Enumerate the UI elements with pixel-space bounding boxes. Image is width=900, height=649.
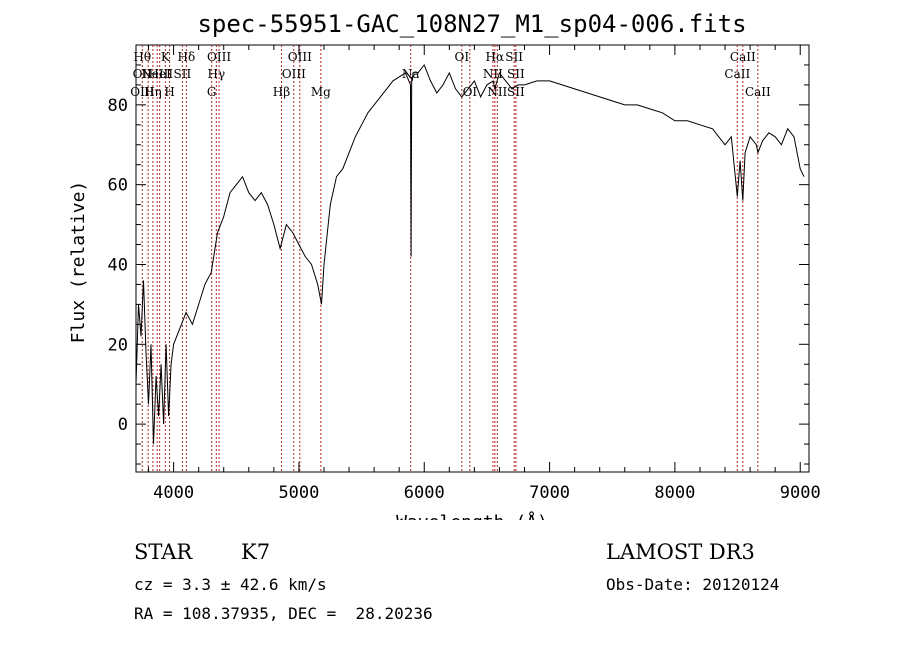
spectral-line-label-0-top: Hθ	[133, 50, 151, 64]
spectral-line-label-16-mid: Na	[402, 67, 420, 81]
spectral-line-label-4-mid: HeI	[149, 67, 172, 81]
y-tick-label-60: 60	[108, 176, 128, 196]
chart-title: spec-55951-GAC_108N27_M1_sp04-006.fits	[197, 10, 746, 38]
spectral-line-label-17-top: OI	[455, 50, 470, 64]
spectral-line-label-10-mid: Hγ	[208, 67, 226, 81]
x-tick-label-9000: 9000	[780, 483, 821, 503]
spectral-line-label-20-top: Hα	[486, 50, 505, 64]
spectral-line-labels: HθOIIOIIIHηNeIIIHeIKHSIIHδGHγOIIIHβOIIIO…	[130, 50, 771, 99]
y-tick-label-40: 40	[108, 255, 128, 275]
spectral-line-label-0-low: OIII	[130, 85, 154, 99]
spectral-line-label-22-top: SII	[505, 50, 523, 64]
spectral-line-label-2-low: Hη	[144, 85, 162, 99]
spectrum-chart: spec-55951-GAC_108N27_M1_sp04-006.fits H…	[68, 10, 821, 520]
spectral-line-markers	[141, 45, 759, 472]
spectral-line-label-9-low: G	[207, 85, 217, 99]
spectral-line-label-0-mid: OII	[133, 67, 153, 81]
redshift-velocity: cz = 3.3 ± 42.6 km/s	[134, 575, 327, 594]
spectral-line-label-7-mid: SII	[174, 67, 192, 81]
observation-date: Obs-Date: 20120124	[606, 575, 780, 594]
y-tick-label-0: 0	[118, 415, 128, 435]
spectral-line-label-26-low: CaII	[745, 85, 771, 99]
spectral-line-label-11-top: OIII	[207, 50, 231, 64]
spectral-line-label-12-low: Hβ	[273, 85, 290, 99]
spectral-line-label-15-low: Mg	[311, 85, 331, 99]
plot-frame	[135, 44, 810, 473]
y-tick-label-20: 20	[108, 335, 128, 355]
spectral-line-label-8-top: Hδ	[178, 50, 196, 64]
x-axis-ticks: 4000 5000 6000 7000 8000 9000	[148, 45, 821, 503]
spectral-line-label-13-mid: OIII	[282, 67, 306, 81]
spectrum-series-line	[135, 64, 805, 445]
x-tick-label-8000: 8000	[654, 483, 695, 503]
spectral-line-label-25-top: CaII	[730, 50, 756, 64]
x-tick-label-7000: 7000	[529, 483, 570, 503]
x-tick-label-6000: 6000	[404, 483, 445, 503]
object-class: STAR	[134, 540, 193, 564]
y-axis-label: Flux (relative)	[68, 181, 89, 344]
spectral-line-label-6-low: H	[164, 85, 174, 99]
spectral-line-label-23-low: SII	[507, 85, 525, 99]
x-axis-label: Wavelength (Å)	[396, 511, 548, 520]
y-axis-ticks: 0 20 40 60 80	[108, 64, 809, 465]
spectral-line-label-18-low: OI	[463, 85, 478, 99]
coordinates: RA = 108.37935, DEC = 28.20236	[134, 604, 433, 623]
spectral-line-label-21-low: NII	[487, 85, 507, 99]
survey-name: LAMOST DR3	[606, 540, 755, 564]
x-tick-label-4000: 4000	[153, 483, 194, 503]
spectral-line-label-5-top: K	[161, 50, 171, 64]
x-tick-label-5000: 5000	[278, 483, 319, 503]
y-tick-label-80: 80	[108, 96, 128, 116]
object-subclass: K7	[241, 540, 271, 564]
spectral-line-label-24-mid: CaII	[724, 67, 750, 81]
spectral-line-label-14-top: OIII	[288, 50, 312, 64]
spectral-line-label-3-mid: NeIII	[141, 67, 173, 81]
spectral-line-label-23-mid: SII	[507, 67, 525, 81]
